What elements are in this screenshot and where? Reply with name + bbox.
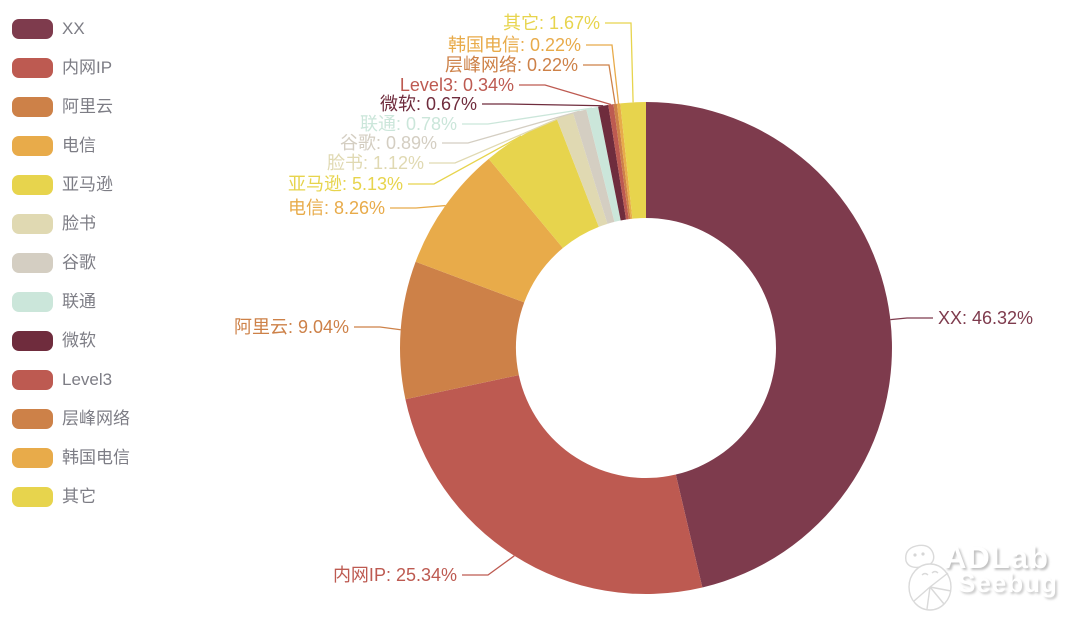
label-line-1 [462,555,515,576]
pie-slice-9[interactable] [608,104,629,220]
legend-item-label: 其它 [62,487,96,506]
label-line-8 [482,103,604,107]
legend-item-5[interactable]: 脸书 [12,214,130,234]
legend-item-label: 亚马逊 [62,175,113,194]
legend-swatch [12,487,53,507]
legend-item-label: 韩国电信 [62,448,130,467]
pie-slice-6[interactable] [573,109,615,224]
label-line-12 [605,22,634,103]
legend-swatch [12,370,53,390]
slice-label-2: 阿里云: 9.04% [234,317,349,337]
slice-label-4: 亚马逊: 5.13% [288,174,403,194]
label-line-10 [583,64,616,105]
legend-swatch [12,409,53,429]
pie-slice-0[interactable] [646,102,892,588]
pie-slice-2[interactable] [400,261,525,400]
legend-item-label: 阿里云 [62,97,113,116]
legend: XX 内网IP 阿里云电信亚马逊脸书谷歌联通微软 Level3 层峰网络韩国电信其它 [12,19,130,507]
pie-slice-3[interactable] [415,158,563,303]
pie-slice-8[interactable] [598,104,627,221]
legend-item-label: 脸书 [62,214,96,233]
legend-item-10[interactable]: 层峰网络 [12,409,130,429]
slice-label-6: 谷歌: 0.89% [340,133,437,153]
label-line-11 [586,44,620,104]
label-line-5 [429,115,566,164]
pie-slice-7[interactable] [586,106,621,222]
slice-label-0: XX: 46.32% [938,308,1033,328]
legend-item-9[interactable]: Level3 [12,370,130,390]
legend-item-label: 内网IP [62,58,113,77]
label-line-9 [519,84,612,106]
legend-item-0[interactable]: XX [12,19,130,39]
label-line-7 [462,107,593,125]
legend-swatch [12,448,53,468]
legend-item-12[interactable]: 其它 [12,487,130,507]
label-line-0 [890,317,933,321]
legend-item-label: XX [62,19,85,38]
pie-slice-1[interactable] [405,375,703,594]
legend-swatch [12,331,53,351]
legend-swatch [12,214,53,234]
legend-item-2[interactable]: 阿里云 [12,97,130,117]
legend-item-11[interactable]: 韩国电信 [12,448,130,468]
legend-item-label: 层峰网络 [62,409,130,428]
legend-swatch [12,136,53,156]
legend-item-label: 谷歌 [62,253,96,272]
pie-slice-5[interactable] [556,113,608,227]
pie-slice-4[interactable] [488,118,599,249]
legend-swatch [12,292,53,312]
legend-item-label: 微软 [62,331,96,350]
pie-slice-11[interactable] [616,103,633,219]
label-line-6 [442,110,580,144]
legend-item-8[interactable]: 微软 [12,331,130,351]
slice-label-11: 韩国电信: 0.22% [448,35,581,55]
slice-label-7: 联通: 0.78% [360,114,457,134]
pie-slice-10[interactable] [613,103,631,220]
legend-item-1[interactable]: 内网IP [12,58,130,78]
slice-label-12: 其它: 1.67% [503,13,600,33]
slice-label-9: Level3: 0.34% [400,75,514,95]
legend-item-7[interactable]: 联通 [12,292,130,312]
label-line-4 [408,135,522,185]
legend-item-3[interactable]: 电信 [12,136,130,156]
legend-item-label: 联通 [62,292,96,311]
legend-item-label: 电信 [62,136,96,155]
label-line-2 [354,326,401,331]
label-line-3 [390,204,446,209]
slice-label-8: 微软: 0.67% [380,94,477,114]
pie-slice-12[interactable] [620,102,646,219]
slice-label-3: 电信: 8.26% [288,198,385,218]
legend-item-6[interactable]: 谷歌 [12,253,130,273]
legend-item-4[interactable]: 亚马逊 [12,175,130,195]
legend-swatch [12,253,53,273]
slice-label-1: 内网IP: 25.34% [333,565,457,585]
legend-swatch [12,19,53,39]
slice-label-10: 层峰网络: 0.22% [445,55,578,75]
legend-swatch [12,97,53,117]
slice-label-5: 脸书: 1.12% [327,153,424,173]
legend-item-label: Level3 [62,370,113,389]
legend-swatch [12,58,53,78]
legend-swatch [12,175,53,195]
